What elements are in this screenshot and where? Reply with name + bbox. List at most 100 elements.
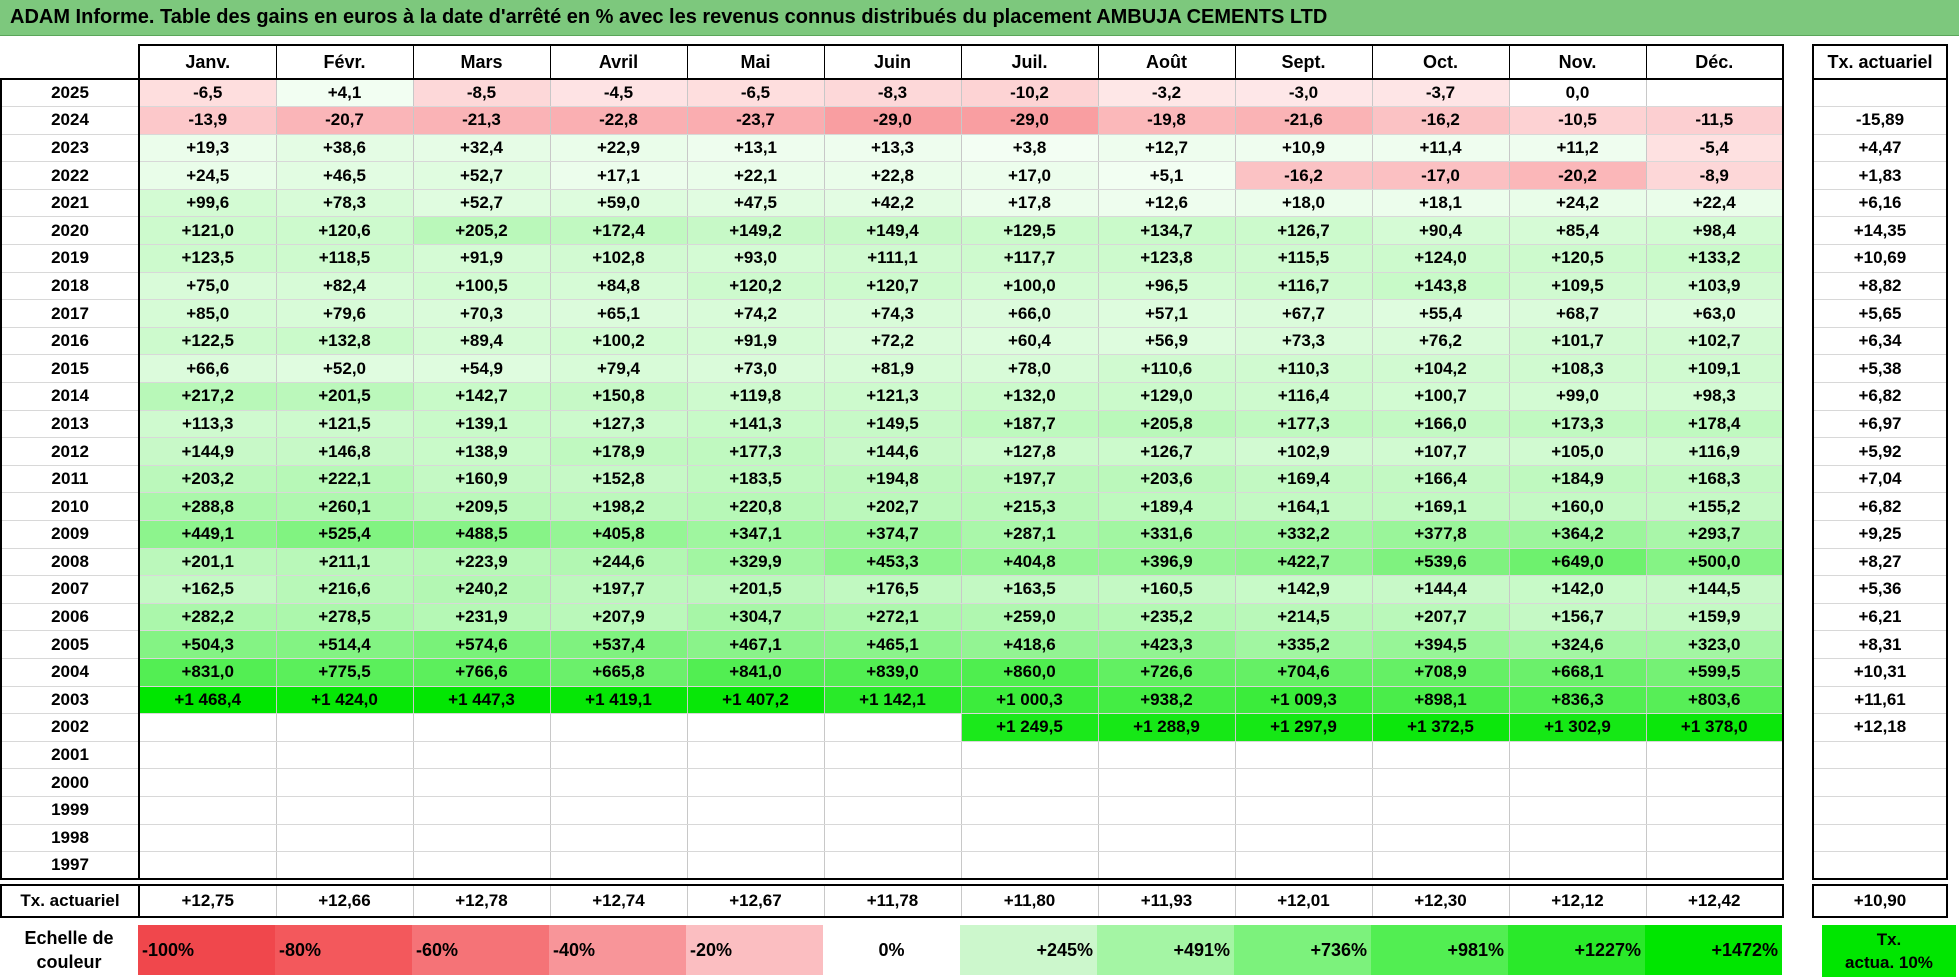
- color-swatch: +736%: [1234, 925, 1371, 975]
- gain-cell: [686, 796, 825, 825]
- gain-cell: +100,0: [960, 272, 1099, 301]
- gain-cell: +465,1: [823, 630, 962, 659]
- gain-cell: [1097, 851, 1236, 881]
- year-label: 2007: [0, 575, 140, 604]
- gain-cell: +1 297,9: [1234, 713, 1373, 742]
- gain-cell: +1 378,0: [1645, 713, 1784, 742]
- gain-cell: +90,4: [1371, 216, 1510, 246]
- gain-cell: +96,5: [1097, 272, 1236, 301]
- gain-cell: [549, 824, 688, 853]
- color-scale-legend: Echelle de couleur -100% -80% -60% -40% -20%…: [0, 922, 1959, 978]
- gain-cell: -16,2: [1371, 106, 1510, 135]
- gain-cell: +599,5: [1645, 658, 1784, 687]
- gain-cell: +146,8: [275, 437, 414, 466]
- gain-cell: +116,7: [1234, 272, 1373, 301]
- column-gap: [1783, 272, 1813, 300]
- gain-cell: +144,4: [1371, 575, 1510, 604]
- month-header-5: Juin: [823, 44, 962, 80]
- year-label: 2016: [0, 327, 140, 356]
- column-gap: [1783, 885, 1813, 918]
- row-act-cell: [1812, 768, 1948, 797]
- year-label: 1999: [0, 796, 140, 825]
- gain-cell: +129,0: [1097, 382, 1236, 411]
- gain-cell: [823, 741, 962, 770]
- gain-cell: +202,7: [823, 492, 962, 521]
- gain-cell: +46,5: [275, 161, 414, 190]
- gain-cell: +1 372,5: [1371, 713, 1510, 742]
- gain-cell: [1097, 741, 1236, 770]
- year-label: 2005: [0, 630, 140, 659]
- gain-cell: +121,5: [275, 410, 414, 439]
- gain-cell: [1097, 796, 1236, 825]
- gain-cell: [549, 741, 688, 770]
- year-label: 2023: [0, 134, 140, 163]
- year-label: 2022: [0, 161, 140, 190]
- row-act-cell: +9,25: [1812, 520, 1948, 549]
- gain-cell: +116,4: [1234, 382, 1373, 411]
- column-gap: [1783, 465, 1813, 493]
- table-row: 2020 +121,0 +120,6 +205,2 +172,4 +149,2 +149,4…: [0, 216, 1948, 246]
- gain-cell: +649,0: [1508, 548, 1647, 577]
- gain-cell: +418,6: [960, 630, 1099, 659]
- table-row: 2002 +1 249,5 +1 288,9 +1 297,9 +1 372,5 +1 3…: [0, 713, 1948, 742]
- gain-cell: +139,1: [412, 410, 551, 439]
- column-gap: [1783, 410, 1813, 438]
- gain-cell: +84,8: [549, 272, 688, 301]
- gain-cell: [1508, 851, 1647, 881]
- row-act-cell: +11,61: [1812, 686, 1948, 715]
- gain-cell: +17,1: [549, 161, 688, 190]
- gain-cell: +100,5: [412, 272, 551, 301]
- gain-cell: +11,4: [1371, 134, 1510, 163]
- gain-cell: +91,9: [686, 327, 825, 356]
- year-label: 2019: [0, 244, 140, 273]
- table-row: 2019 +123,5 +118,5 +91,9 +102,8 +93,0 +111,1 +1…: [0, 244, 1948, 273]
- gain-cell: +166,4: [1371, 465, 1510, 494]
- row-act-cell: [1812, 851, 1948, 881]
- row-act-cell: +6,82: [1812, 492, 1948, 521]
- gain-cell: [275, 796, 414, 825]
- gain-cell: +102,9: [1234, 437, 1373, 466]
- gain-cell: +377,8: [1371, 520, 1510, 549]
- gain-cell: +118,5: [275, 244, 414, 273]
- year-label: 2002: [0, 713, 140, 742]
- year-label: 2008: [0, 548, 140, 577]
- table-row: 2023 +19,3 +38,6 +32,4 +22,9 +13,1 +13,3 +3,8 +1…: [0, 134, 1948, 163]
- gain-cell: [823, 768, 962, 797]
- gain-cell: [960, 741, 1099, 770]
- row-act-cell: +6,97: [1812, 410, 1948, 439]
- gain-cell: -8,3: [823, 79, 962, 108]
- table-row: 2024 -13,9 -20,7 -21,3 -22,8 -23,7 -29,0 -29,0-…: [0, 106, 1948, 135]
- gain-cell: +54,9: [412, 354, 551, 384]
- gain-cell: [1645, 851, 1784, 881]
- total-cell: +11,93: [1097, 884, 1236, 919]
- gain-cell: +144,6: [823, 437, 962, 466]
- gain-cell: +32,4: [412, 134, 551, 163]
- gain-cell: [823, 824, 962, 853]
- column-gap: [1783, 686, 1813, 714]
- gain-cell: +176,5: [823, 575, 962, 604]
- gain-cell: +187,7: [960, 410, 1099, 439]
- gain-cell: +91,9: [412, 244, 551, 273]
- column-gap: [1783, 216, 1813, 245]
- gain-cell: +19,3: [138, 134, 277, 163]
- column-gap: [1783, 630, 1813, 659]
- table-row: 2010 +288,8 +260,1 +209,5 +198,2 +220,8 +202,7…: [0, 492, 1948, 521]
- gain-cell: -16,2: [1234, 161, 1373, 190]
- gain-cell: +74,2: [686, 299, 825, 328]
- page-title: ADAM Informe. Table des gains en euros à…: [10, 6, 1328, 28]
- year-label: 2015: [0, 354, 140, 384]
- gain-cell: +209,5: [412, 492, 551, 521]
- column-gap: [1783, 492, 1813, 521]
- column-gap: [1783, 189, 1813, 217]
- gain-cell: +1 249,5: [960, 713, 1099, 742]
- gain-cell: +47,5: [686, 189, 825, 218]
- gain-cell: -3,7: [1371, 79, 1510, 108]
- gain-cell: +52,7: [412, 189, 551, 218]
- year-label: 2003: [0, 686, 140, 715]
- row-act-cell: +5,65: [1812, 299, 1948, 328]
- gain-cell: +141,3: [686, 410, 825, 439]
- gain-cell: +223,9: [412, 548, 551, 577]
- total-cell: +12,67: [686, 884, 825, 919]
- gain-cell: [1097, 824, 1236, 853]
- header-row: Janv. Févr. Mars Avril Mai Juin Juil. Août Sept.…: [1, 44, 1948, 80]
